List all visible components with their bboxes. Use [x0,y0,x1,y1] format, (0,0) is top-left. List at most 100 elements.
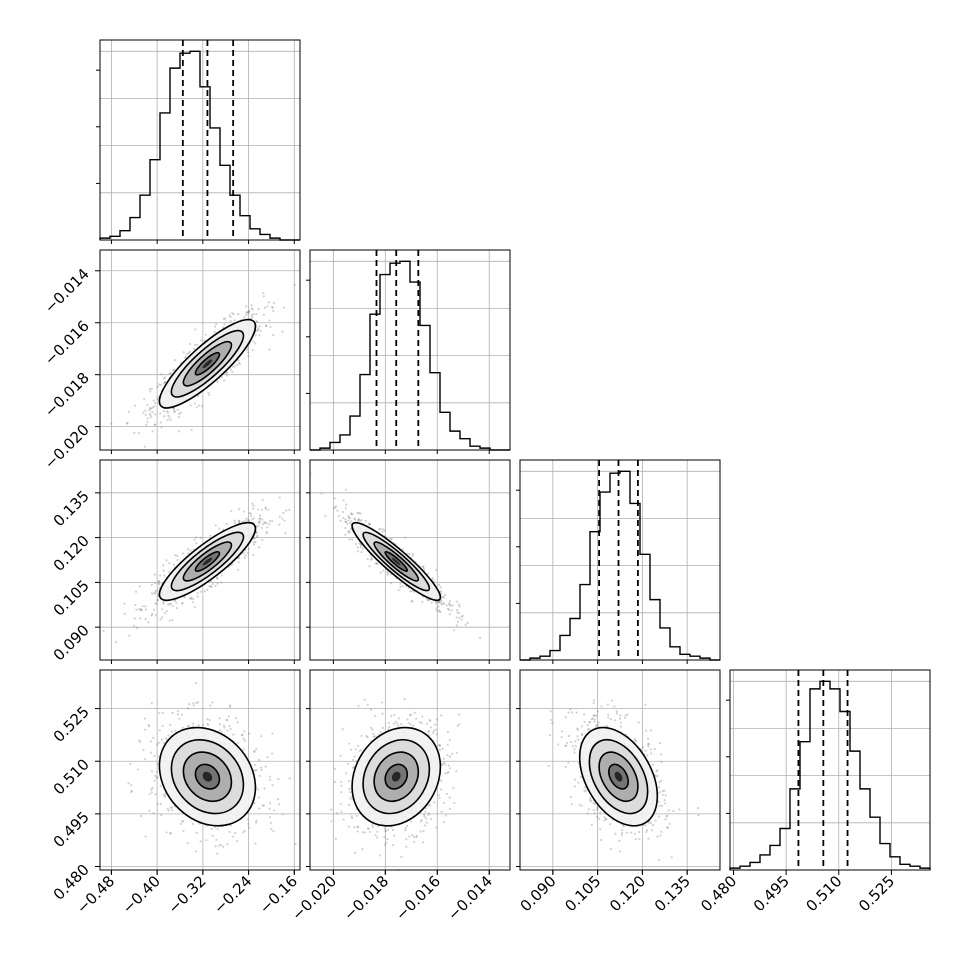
scatter-point [194,328,197,331]
scatter-point [159,803,163,806]
scatter-point [237,312,240,316]
scatter-point [150,702,153,705]
scatter-point [344,507,347,510]
scatter-point [376,830,379,833]
scatter-point [187,351,190,354]
scatter-point [442,801,446,804]
scatter-panel-2-1 [309,459,511,661]
scatter-point [215,838,218,841]
scatter-point [460,618,463,621]
scatter-point [633,832,637,835]
scatter-point [230,368,233,371]
scatter-point [192,598,195,601]
scatter-point [371,824,374,827]
scatter-point [258,774,261,778]
scatter-point [383,827,386,830]
scatter-point [567,734,571,738]
scatter-point [344,520,348,524]
scatter-point [268,319,271,322]
scatter-point [360,749,363,752]
scatter-point [564,744,567,747]
scatter-point [156,599,159,602]
contour-line [182,751,233,803]
scatter-point [344,518,347,521]
scatter-point [176,408,179,411]
scatter-point [382,528,385,531]
scatter-point [166,411,170,414]
scatter-point [268,807,271,810]
contour-line [373,751,420,803]
scatter-point [162,602,165,605]
scatter-point [150,416,153,419]
scatter-point [263,306,267,309]
scatter-point [337,514,340,518]
scatter-point [432,729,435,733]
scatter-point [455,770,458,773]
scatter-point [258,517,261,520]
scatter-point [433,580,436,583]
scatter-point [428,812,431,815]
scatter-point [206,717,209,721]
scatter-point [379,527,383,531]
panel-frame [99,459,301,661]
scatter-point [162,377,165,380]
scatter-point [139,740,142,743]
contour-line [351,521,442,602]
contour-line [373,541,420,582]
scatter-point [460,615,463,618]
scatter-point [408,553,411,556]
scatter-point [423,824,427,827]
scatter-panel-3-2 [519,669,721,871]
scatter-point [165,610,168,613]
scatter-point [339,802,342,805]
scatter-point [173,410,176,413]
scatter-point [171,604,174,608]
scatter-point [196,595,199,598]
scatter-point [357,826,360,829]
scatter-point [168,570,171,573]
scatter-point [272,309,275,313]
scatter-point [351,538,354,541]
scatter-point [613,705,616,708]
scatter-point [221,845,225,848]
scatter-point [155,602,158,605]
scatter-point [243,739,246,742]
scatter-point [645,830,648,834]
scatter-point [161,608,164,611]
scatter-point [381,530,384,533]
scatter-point [435,733,438,736]
scatter-point [348,516,351,519]
scatter-point [168,416,171,419]
scatter-point [678,808,681,811]
scatter-point [456,620,459,623]
scatter-point [441,595,444,599]
scatter-point [163,795,167,799]
scatter-point [186,841,189,844]
scatter-point [397,717,401,720]
scatter-point [261,538,264,542]
scatter-point [197,724,200,727]
scatter-point [456,611,459,614]
scatter-point [151,406,154,409]
scatter-point [445,604,448,607]
scatter-point [163,612,166,615]
scatter-point [353,826,356,829]
scatter-point [448,755,452,758]
scatter-point [257,327,260,330]
scatter-point [254,763,257,767]
scatter-point [146,403,149,406]
scatter-point [351,513,354,516]
scatter-point [156,598,160,601]
scatter-point [150,592,154,595]
scatter-point [263,521,267,524]
scatter-point [168,562,171,565]
scatter-point [196,592,199,595]
scatter-point [258,517,261,520]
scatter-point [252,541,255,544]
contour-line [170,739,245,815]
scatter-point [170,806,173,809]
scatter-point [334,506,337,509]
scatter-point [384,841,387,845]
scatter-point [247,822,250,826]
